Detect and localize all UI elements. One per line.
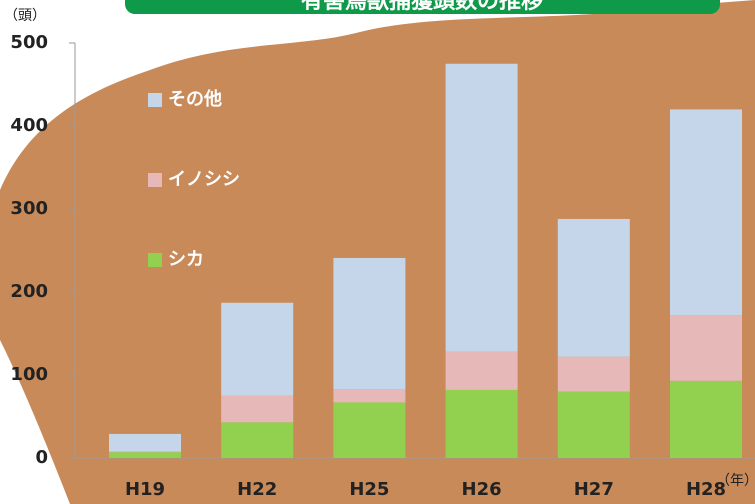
x-tick-label: H22 — [237, 479, 277, 500]
x-tick-label: H27 — [574, 479, 614, 500]
bar-segment — [221, 396, 293, 423]
bar-segment — [558, 392, 630, 458]
x-tick-label: H28 — [686, 479, 726, 500]
bar-segment — [109, 451, 181, 452]
x-tick-label: H26 — [462, 479, 502, 500]
y-tick-label: 500 — [10, 32, 48, 53]
bar-segment — [333, 258, 405, 389]
bar-segment — [446, 390, 518, 458]
chart: 有害鳥獣捕獲頭数の推移 （頭） （年） 0100200300400500H19H… — [0, 0, 755, 504]
bar-segment — [221, 303, 293, 396]
bar-segment — [221, 422, 293, 458]
bar-segment — [333, 402, 405, 458]
legend-swatch — [148, 253, 162, 267]
bar-segment — [446, 352, 518, 390]
y-tick-label: 300 — [10, 198, 48, 219]
bar-segment — [446, 64, 518, 352]
x-tick-label: H25 — [349, 479, 389, 500]
bar-segment — [333, 389, 405, 402]
chart-title: 有害鳥獣捕獲頭数の推移 — [301, 0, 543, 14]
legend-label: その他 — [168, 88, 222, 110]
bar-segment — [109, 434, 181, 451]
x-tick-label: H19 — [125, 479, 165, 500]
y-tick-label: 0 — [35, 447, 48, 468]
y-tick-label: 100 — [10, 364, 48, 385]
legend-label: イノシシ — [168, 169, 240, 190]
bar-segment — [558, 357, 630, 392]
bar-segment — [670, 109, 742, 315]
y-unit: （頭） — [4, 8, 46, 24]
bar-segment — [670, 315, 742, 381]
bar-segment — [670, 381, 742, 458]
legend-swatch — [148, 93, 162, 107]
legend-swatch — [148, 173, 162, 187]
bar-segment — [109, 452, 181, 458]
bar-segment — [558, 219, 630, 357]
legend-label: シカ — [168, 249, 204, 270]
y-tick-label: 400 — [10, 115, 48, 136]
y-tick-label: 200 — [10, 281, 48, 302]
